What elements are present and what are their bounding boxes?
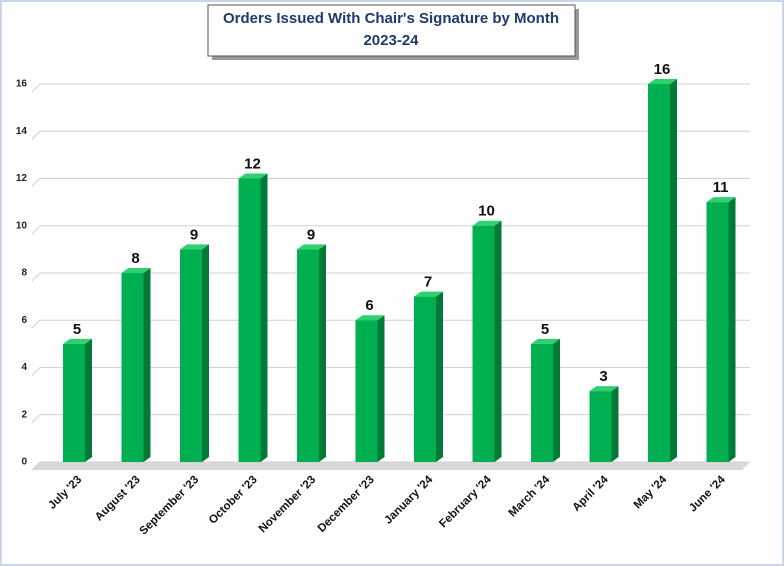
y-tick-label: 6 [21, 315, 27, 326]
data-label: 6 [365, 297, 373, 314]
bar-top [121, 268, 151, 273]
bar-side [260, 173, 268, 462]
grid-line-wall [31, 225, 41, 235]
grid-line-wall [31, 272, 41, 282]
bar-top [238, 173, 268, 179]
title-box [207, 4, 576, 57]
bar-top [706, 197, 736, 203]
bar-top [297, 244, 326, 250]
bar [472, 225, 495, 462]
bar-side [494, 220, 502, 462]
bar-side [611, 386, 619, 462]
y-tick-label: 8 [21, 268, 27, 279]
bar-top [63, 338, 92, 344]
data-label: 10 [478, 203, 495, 220]
bar-top [648, 79, 677, 84]
data-label: 5 [541, 321, 549, 338]
chart-subtitle: 2023-24 [363, 32, 419, 49]
bar-side [85, 338, 92, 462]
grid-line-wall [31, 367, 41, 376]
data-label: 9 [190, 226, 198, 243]
bar-top [589, 386, 619, 392]
bar-side [728, 197, 736, 462]
bar [531, 343, 553, 462]
y-tick-label: 12 [16, 173, 28, 184]
bar [589, 391, 612, 462]
chart-title: Orders Issued With Chair's Signature by … [223, 10, 559, 27]
grid-line-wall [31, 414, 41, 424]
data-label: 11 [713, 179, 729, 196]
grid-line-wall [31, 178, 41, 187]
bar-side [202, 244, 209, 462]
bar-side [143, 268, 151, 462]
bar-side [670, 79, 677, 462]
bar [414, 296, 436, 462]
bar [648, 84, 670, 462]
data-label: 12 [244, 155, 261, 172]
bar [238, 178, 261, 462]
grid-line-wall [31, 319, 41, 329]
y-tick-label: 0 [21, 457, 27, 468]
bar-top [355, 315, 385, 321]
y-tick-label: 4 [21, 362, 27, 373]
grid-line-wall [31, 461, 41, 471]
y-tick-label: 2 [21, 409, 27, 420]
bar-side [553, 338, 560, 462]
bar [63, 343, 85, 462]
bar-top [531, 338, 560, 344]
bar [355, 320, 378, 462]
bar [121, 273, 144, 462]
grid [31, 83, 750, 471]
bar [180, 249, 202, 462]
data-label: 16 [654, 61, 671, 78]
y-tick-label: 14 [16, 126, 28, 137]
bar-top [472, 220, 502, 226]
floor [32, 462, 750, 470]
data-label: 3 [599, 368, 607, 385]
data-label: 8 [131, 250, 139, 267]
bar-top [414, 291, 443, 297]
y-tick-label: 16 [16, 79, 28, 90]
bar-top [180, 244, 209, 250]
bar-side [436, 291, 443, 462]
grid-line-wall [31, 83, 41, 93]
data-label: 7 [424, 274, 432, 291]
data-label: 5 [73, 321, 81, 338]
bar [706, 202, 729, 462]
bar-side [319, 244, 326, 462]
y-tick-label: 10 [16, 220, 28, 231]
grid-line-wall [31, 130, 41, 140]
bar [297, 249, 319, 462]
bar-side [377, 315, 385, 462]
data-label: 9 [307, 226, 315, 243]
